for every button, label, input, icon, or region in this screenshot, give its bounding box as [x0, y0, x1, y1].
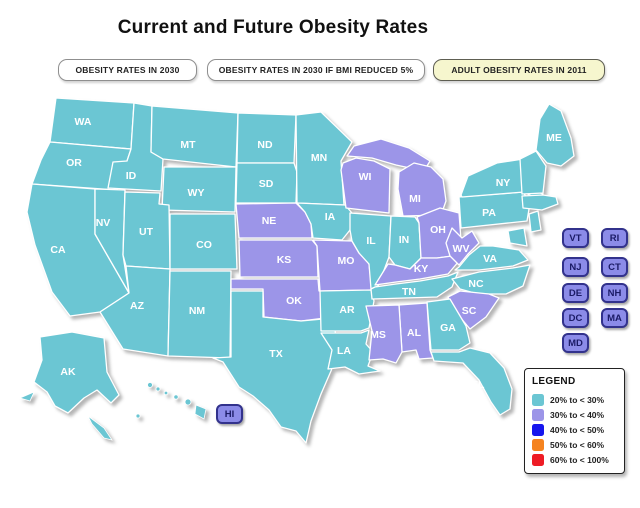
- state-nd[interactable]: [236, 112, 297, 164]
- tab-obesity-rates-2030[interactable]: OBESITY RATES IN 2030: [58, 59, 197, 81]
- state-mi-upper[interactable]: [346, 138, 431, 172]
- state-vt-nh[interactable]: [519, 150, 547, 195]
- state-box-dc[interactable]: DC: [562, 308, 589, 328]
- state-nm[interactable]: [167, 270, 232, 359]
- state-box-nj[interactable]: NJ: [562, 257, 589, 277]
- alaska-aleutians: [18, 391, 35, 402]
- legend-label-40-50: 40% to < 50%: [550, 424, 605, 435]
- state-al[interactable]: [398, 302, 434, 360]
- state-box-hi[interactable]: HI: [216, 404, 243, 424]
- state-wa[interactable]: [49, 97, 135, 150]
- legend: LEGEND 20% to < 30% 30% to < 40% 40% to < …: [524, 368, 625, 474]
- page-title: Current and Future Obesity Rates: [117, 17, 429, 38]
- state-me[interactable]: [535, 103, 575, 167]
- state-tn[interactable]: [370, 271, 459, 300]
- state-box-ma[interactable]: MA: [601, 308, 628, 328]
- state-ky[interactable]: [374, 255, 460, 286]
- state-box-ri[interactable]: RI: [601, 228, 628, 248]
- state-in[interactable]: [388, 215, 422, 270]
- legend-entry-20-30: 20% to < 30%: [532, 392, 618, 407]
- state-box-ct[interactable]: CT: [601, 257, 628, 277]
- state-wv[interactable]: [445, 227, 480, 266]
- state-la[interactable]: [320, 329, 381, 375]
- state-sd[interactable]: [235, 162, 298, 204]
- legend-swatch-30-40: [532, 408, 544, 421]
- state-nj[interactable]: [528, 210, 542, 233]
- legend-entry-60-100: 60% to < 100%: [532, 452, 618, 467]
- legend-swatch-50-60: [532, 438, 544, 451]
- state-ga[interactable]: [426, 298, 471, 351]
- state-fl[interactable]: [430, 347, 513, 416]
- state-box-md[interactable]: MD: [562, 333, 589, 353]
- legend-entry-50-60: 50% to < 60%: [532, 437, 618, 452]
- state-de-md[interactable]: [507, 227, 528, 247]
- state-wi[interactable]: [340, 157, 391, 214]
- state-box-de[interactable]: DE: [562, 283, 589, 303]
- tab-adult-obesity-rates-2011[interactable]: ADULT OBESITY RATES IN 2011: [433, 59, 605, 81]
- state-ak[interactable]: [33, 331, 120, 414]
- legend-swatch-20-30: [532, 393, 544, 406]
- alaska-panhandle: [87, 415, 113, 441]
- legend-label-50-60: 50% to < 60%: [550, 439, 605, 450]
- legend-entry-40-50: 40% to < 50%: [532, 422, 618, 437]
- legend-swatch-40-50: [532, 423, 544, 436]
- state-box-vt[interactable]: VT: [562, 228, 589, 248]
- state-ks[interactable]: [238, 239, 319, 278]
- state-tx[interactable]: [212, 290, 338, 444]
- legend-label-20-30: 20% to < 30%: [550, 394, 605, 405]
- state-az[interactable]: [99, 265, 171, 357]
- legend-entries: 20% to < 30% 30% to < 40% 40% to < 50% 50% …: [532, 392, 618, 467]
- state-wy[interactable]: [161, 166, 237, 213]
- state-ma-ct-ri[interactable]: [521, 194, 559, 211]
- state-nc[interactable]: [451, 264, 531, 295]
- state-nv[interactable]: [94, 188, 130, 294]
- state-mt[interactable]: [150, 105, 239, 168]
- state-pa[interactable]: [458, 191, 531, 229]
- legend-label-60-100: 60% to < 100%: [550, 454, 609, 465]
- legend-swatch-60-100: [532, 453, 544, 466]
- state-box-nh[interactable]: NH: [601, 283, 628, 303]
- hawaii-islands: [135, 382, 207, 420]
- legend-entry-30-40: 30% to < 40%: [532, 407, 618, 422]
- legend-label-30-40: 30% to < 40%: [550, 409, 605, 420]
- state-co[interactable]: [169, 213, 238, 270]
- state-ne[interactable]: [235, 202, 313, 239]
- state-ms[interactable]: [365, 304, 403, 364]
- state-va[interactable]: [454, 245, 529, 271]
- state-mi-lower[interactable]: [397, 162, 447, 217]
- legend-title: LEGEND: [532, 376, 576, 387]
- tab-obesity-rates-2030-bmi-reduced[interactable]: OBESITY RATES IN 2030 IF BMI REDUCED 5%: [207, 59, 425, 81]
- state-ar[interactable]: [319, 289, 375, 332]
